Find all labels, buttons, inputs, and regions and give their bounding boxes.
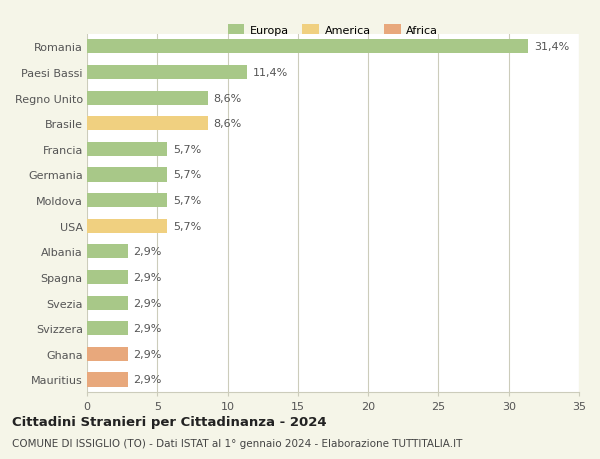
Legend: Europa, America, Africa: Europa, America, Africa	[223, 20, 443, 40]
Bar	[87, 321, 128, 336]
Bar	[87, 142, 167, 157]
Bar	[87, 40, 529, 54]
Text: 2,9%: 2,9%	[133, 247, 162, 257]
Bar	[87, 347, 128, 361]
Bar	[87, 270, 128, 285]
Bar	[87, 66, 247, 80]
Text: 2,9%: 2,9%	[133, 375, 162, 385]
Text: Cittadini Stranieri per Cittadinanza - 2024: Cittadini Stranieri per Cittadinanza - 2…	[12, 415, 326, 428]
Bar	[87, 373, 128, 386]
Text: 8,6%: 8,6%	[214, 119, 242, 129]
Text: 2,9%: 2,9%	[133, 298, 162, 308]
Text: 5,7%: 5,7%	[173, 145, 201, 155]
Text: 5,7%: 5,7%	[173, 221, 201, 231]
Bar	[87, 219, 167, 233]
Text: 11,4%: 11,4%	[253, 68, 288, 78]
Text: COMUNE DI ISSIGLIO (TO) - Dati ISTAT al 1° gennaio 2024 - Elaborazione TUTTITALI: COMUNE DI ISSIGLIO (TO) - Dati ISTAT al …	[12, 438, 463, 448]
Text: 2,9%: 2,9%	[133, 324, 162, 334]
Text: 5,7%: 5,7%	[173, 196, 201, 206]
Text: 31,4%: 31,4%	[534, 42, 569, 52]
Text: 2,9%: 2,9%	[133, 349, 162, 359]
Text: 5,7%: 5,7%	[173, 170, 201, 180]
Bar	[87, 245, 128, 259]
Bar	[87, 168, 167, 182]
Bar	[87, 117, 208, 131]
Bar	[87, 296, 128, 310]
Bar	[87, 91, 208, 106]
Bar	[87, 194, 167, 207]
Text: 2,9%: 2,9%	[133, 272, 162, 282]
Text: 8,6%: 8,6%	[214, 93, 242, 103]
